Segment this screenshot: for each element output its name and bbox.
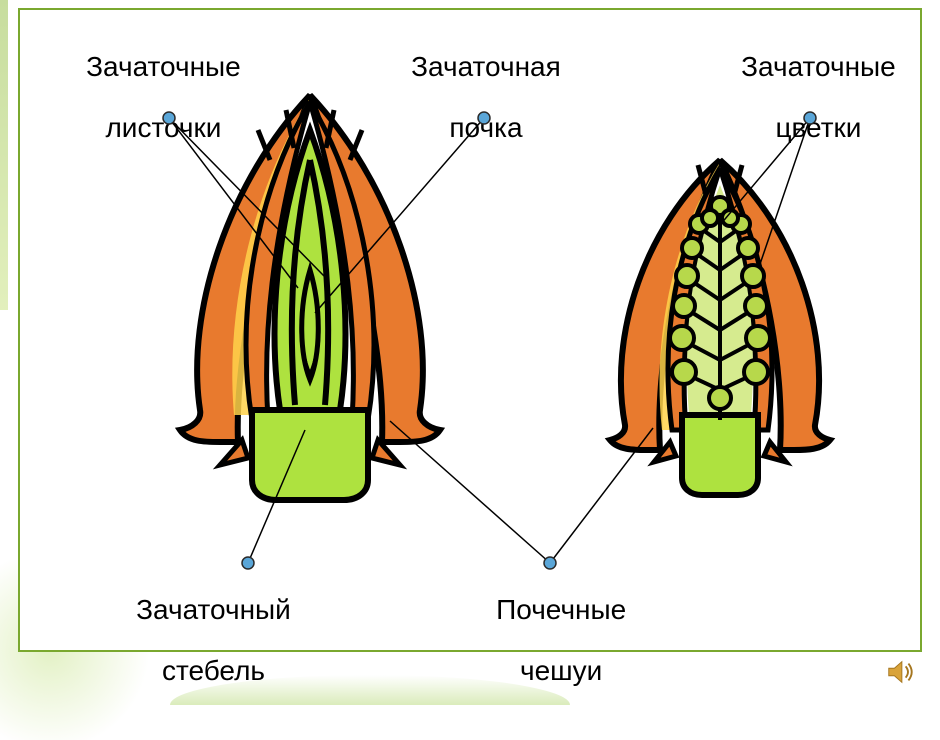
diagram-frame: Зачаточные листочки Зачаточная почка Зач…: [18, 8, 922, 652]
side-accent: [0, 0, 8, 310]
label-scales-l2: чешуи: [520, 655, 602, 686]
diagram-svg: [20, 10, 920, 650]
bud-generative: [610, 160, 830, 495]
bud-vegetative: [180, 95, 440, 500]
sound-icon: [885, 657, 915, 687]
